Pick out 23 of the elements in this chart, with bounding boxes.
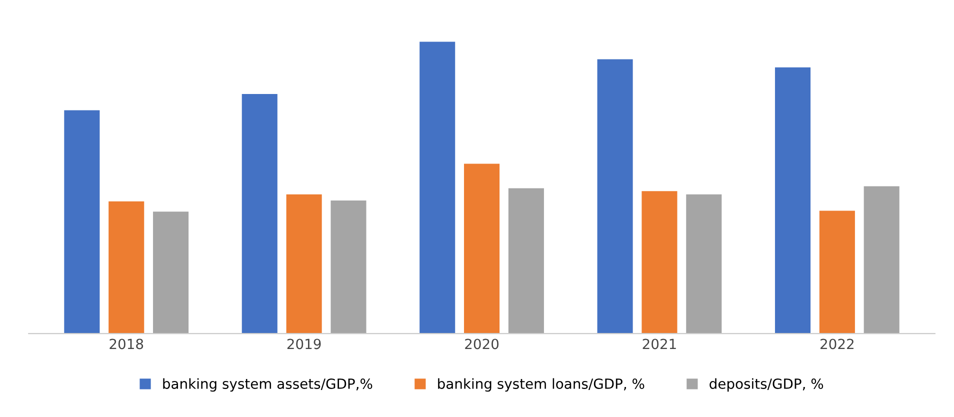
- bar: [330, 200, 366, 334]
- bar: [642, 191, 678, 334]
- bar: [819, 210, 855, 334]
- legend-label: deposits/GDP, %: [710, 378, 824, 392]
- bar: [597, 59, 633, 334]
- bar: [686, 194, 722, 334]
- x-tick-label: 2021: [642, 338, 676, 350]
- x-tick-label: 2019: [287, 338, 321, 350]
- bar: [420, 42, 456, 334]
- bar: [508, 188, 544, 334]
- x-tick-label: 2020: [465, 338, 499, 350]
- legend-label: banking system loans/GDP, %: [438, 378, 644, 392]
- x-tick-label: 2022: [820, 338, 854, 350]
- legend-label: banking system assets/GDP,%: [163, 378, 372, 392]
- bar: [242, 94, 278, 334]
- bar: [108, 201, 144, 334]
- bar: [774, 67, 811, 334]
- x-tick-label: 2018: [110, 338, 144, 350]
- bar: [64, 110, 100, 334]
- bar: [864, 186, 900, 334]
- bar: [153, 212, 189, 334]
- bar: [464, 164, 500, 334]
- bar: [286, 194, 322, 334]
